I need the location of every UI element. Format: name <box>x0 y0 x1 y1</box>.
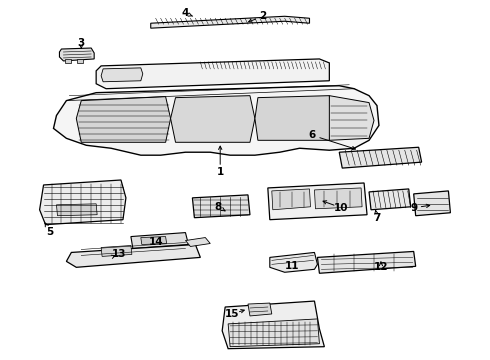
Text: 1: 1 <box>217 167 224 177</box>
Polygon shape <box>268 183 367 220</box>
Polygon shape <box>59 48 94 61</box>
Polygon shape <box>339 147 421 168</box>
Text: 15: 15 <box>225 309 239 319</box>
Polygon shape <box>329 96 374 140</box>
Text: 10: 10 <box>334 203 348 213</box>
Polygon shape <box>171 96 255 142</box>
Text: 2: 2 <box>259 11 267 21</box>
Polygon shape <box>65 59 72 63</box>
Polygon shape <box>193 195 250 218</box>
Polygon shape <box>66 244 200 267</box>
Text: 12: 12 <box>374 262 388 272</box>
Polygon shape <box>40 180 126 225</box>
Polygon shape <box>101 246 132 256</box>
Polygon shape <box>131 233 189 248</box>
Text: 8: 8 <box>215 202 222 212</box>
Polygon shape <box>270 252 318 272</box>
Polygon shape <box>228 319 319 347</box>
Polygon shape <box>255 96 331 140</box>
Polygon shape <box>248 303 272 316</box>
Text: 4: 4 <box>182 8 189 18</box>
Polygon shape <box>185 238 210 247</box>
Text: 14: 14 <box>148 237 163 247</box>
Polygon shape <box>414 191 450 216</box>
Text: 6: 6 <box>309 130 316 140</box>
Text: 3: 3 <box>77 38 85 48</box>
Text: 13: 13 <box>112 249 126 260</box>
Polygon shape <box>315 188 362 209</box>
Text: 11: 11 <box>284 261 299 271</box>
Polygon shape <box>222 301 324 349</box>
Polygon shape <box>96 59 329 89</box>
Polygon shape <box>77 59 83 63</box>
Text: 9: 9 <box>410 203 417 213</box>
Polygon shape <box>369 189 411 210</box>
Polygon shape <box>272 189 311 210</box>
Text: 7: 7 <box>373 213 381 223</box>
Text: 5: 5 <box>46 226 53 237</box>
Polygon shape <box>141 237 167 244</box>
Polygon shape <box>101 68 143 82</box>
Polygon shape <box>56 204 97 216</box>
Polygon shape <box>76 96 171 142</box>
Polygon shape <box>53 86 379 155</box>
Polygon shape <box>151 16 310 28</box>
Polygon shape <box>318 251 416 273</box>
